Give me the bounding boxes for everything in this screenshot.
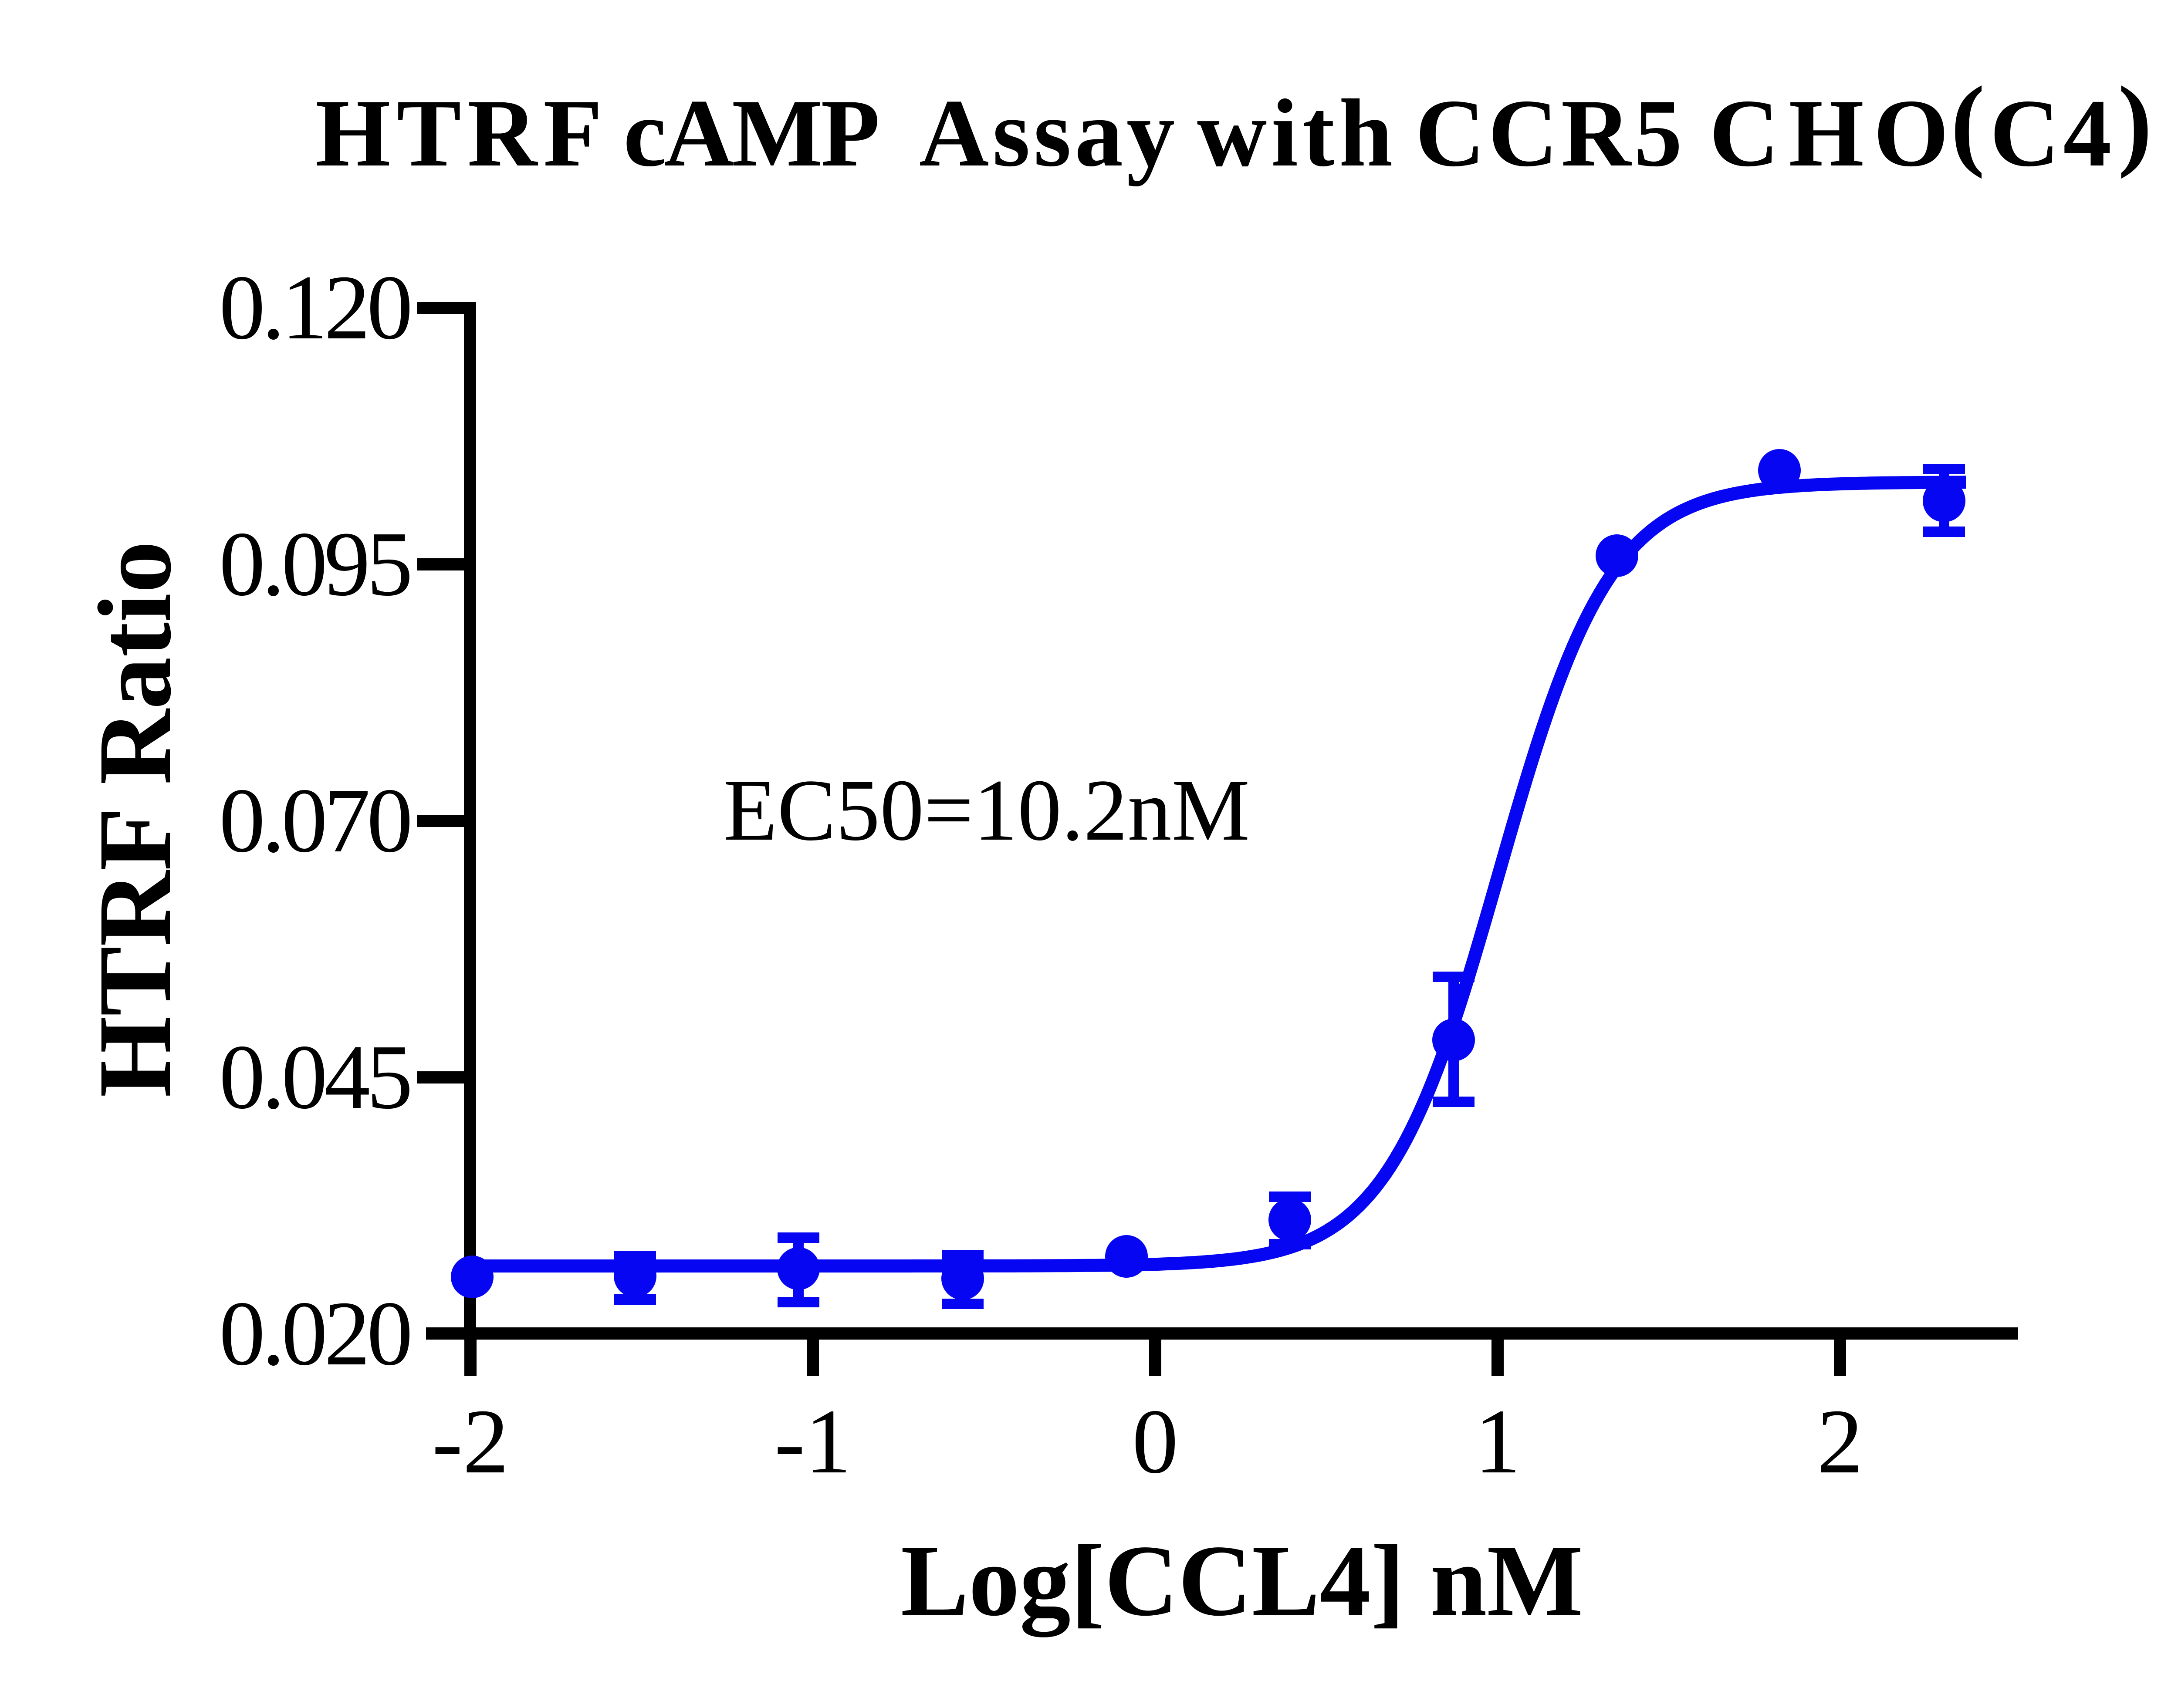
svg-text:0.020: 0.020 <box>219 1282 409 1384</box>
svg-text:2: 2 <box>1817 1390 1863 1492</box>
svg-text:0.120: 0.120 <box>219 256 409 358</box>
svg-text:CCR5: CCR5 <box>1415 80 1685 187</box>
svg-text:1: 1 <box>1475 1390 1521 1492</box>
svg-text:Log[CCL4] nM: Log[CCL4] nM <box>901 1524 1583 1637</box>
svg-text:with: with <box>1197 80 1397 187</box>
svg-text:0.045: 0.045 <box>219 1026 409 1128</box>
svg-text:0: 0 <box>1132 1390 1178 1492</box>
svg-text:cAMP: cAMP <box>623 80 878 187</box>
svg-text:(: ( <box>1951 66 1985 179</box>
svg-text:0.070: 0.070 <box>219 769 409 871</box>
svg-text:HTRF Ratio: HTRF Ratio <box>77 541 193 1097</box>
svg-text:HTRF: HTRF <box>315 80 609 187</box>
svg-text:0.095: 0.095 <box>219 513 409 615</box>
svg-text:C4: C4 <box>1990 80 2115 187</box>
svg-text:CHO: CHO <box>1709 80 1958 187</box>
svg-text:EC50=10.2nM: EC50=10.2nM <box>724 761 1250 859</box>
svg-text:-2: -2 <box>432 1390 509 1492</box>
svg-text:): ) <box>2118 66 2152 179</box>
svg-text:Assay: Assay <box>919 80 1178 187</box>
svg-text:-1: -1 <box>774 1390 852 1492</box>
